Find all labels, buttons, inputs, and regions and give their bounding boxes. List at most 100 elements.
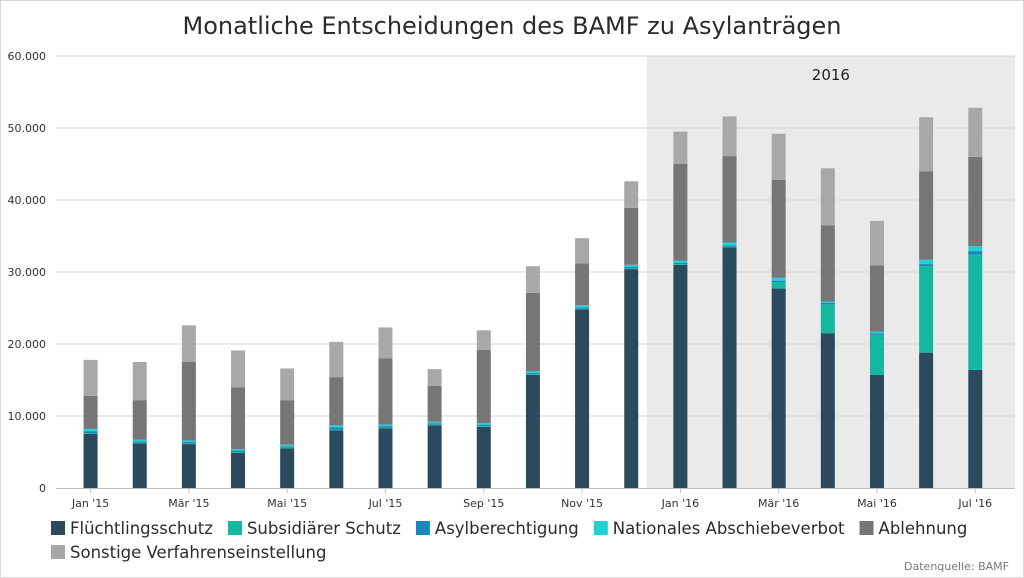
x-tick-label: Jan '16 xyxy=(661,497,699,510)
bar-segment xyxy=(771,282,786,289)
bar-segment xyxy=(624,269,639,488)
bar-segment xyxy=(378,327,393,359)
bar-segment xyxy=(722,245,737,247)
bar-segment xyxy=(869,220,884,266)
bar-segment xyxy=(919,264,934,267)
bar-segment xyxy=(181,444,196,488)
bar-segment xyxy=(476,330,491,350)
bar-segment xyxy=(476,426,491,427)
bar-segment xyxy=(181,362,196,441)
bar-segment xyxy=(476,424,491,427)
bar-segment xyxy=(722,242,737,246)
data-source: Datenquelle: BAMF xyxy=(904,560,1009,573)
bar-stack xyxy=(722,116,737,488)
bar-segment xyxy=(919,266,934,353)
bar-segment xyxy=(378,426,393,428)
bar-segment xyxy=(329,430,344,488)
bar-segment xyxy=(525,292,540,372)
legend-label: Asylberechtigung xyxy=(435,519,579,538)
bar-stack xyxy=(673,131,688,488)
legend: Flüchtlingsschutz Subsidiärer Schutz Asylb… xyxy=(51,519,967,562)
bar-segment xyxy=(83,395,98,429)
bar-segment xyxy=(280,447,295,449)
bar-segment xyxy=(132,442,147,444)
bar-segment xyxy=(525,371,540,373)
bar-segment xyxy=(132,362,147,401)
bar-stack xyxy=(132,362,147,488)
bar-segment xyxy=(919,352,934,488)
bar-segment xyxy=(378,428,393,488)
bar-segment xyxy=(132,443,147,488)
y-tick-label: 60.000 xyxy=(8,50,47,63)
legend-swatch xyxy=(415,521,430,535)
bar-segment xyxy=(329,341,344,378)
bar-segment xyxy=(329,427,344,430)
bar-segment xyxy=(820,304,835,334)
bar-segment xyxy=(83,359,98,396)
bar-segment xyxy=(771,133,786,180)
bar-segment xyxy=(181,325,196,362)
x-tick-label: Mai '15 xyxy=(267,497,307,510)
bar-segment xyxy=(280,444,295,447)
bar-segment xyxy=(820,168,835,226)
bar-segment xyxy=(280,446,295,448)
bar-stack xyxy=(280,368,295,488)
bar-stack xyxy=(771,133,786,488)
bar-segment xyxy=(181,440,196,442)
bar-segment xyxy=(722,246,737,248)
legend-swatch xyxy=(51,521,65,535)
bar-segment xyxy=(280,368,295,401)
bar-segment xyxy=(378,358,393,425)
legend-label: Nationales Abschiebeverbot xyxy=(613,519,845,538)
x-tick-label: Mai '16 xyxy=(857,497,897,510)
bar-stack xyxy=(575,238,590,488)
legend-label: Ablehnung xyxy=(879,519,968,538)
bar-segment xyxy=(427,385,442,422)
bar-stacks xyxy=(83,107,983,488)
x-tick-label: Jul '16 xyxy=(957,497,992,510)
bar-segment xyxy=(427,425,442,488)
bar-segment xyxy=(575,238,590,264)
bar-segment xyxy=(673,264,688,265)
bar-segment xyxy=(575,309,590,488)
bar-segment xyxy=(231,452,246,488)
bar-stack xyxy=(83,359,98,488)
bar-segment xyxy=(280,448,295,488)
bar-stack xyxy=(378,327,393,488)
y-tick-label: 0 xyxy=(39,482,46,495)
bar-segment xyxy=(329,377,344,426)
bar-segment xyxy=(673,264,688,488)
x-tick-label: Mär '16 xyxy=(758,497,799,510)
bar-segment xyxy=(919,117,934,172)
bar-segment xyxy=(575,307,590,309)
bar-stack xyxy=(919,117,934,488)
bar-segment xyxy=(722,116,737,157)
bar-segment xyxy=(624,266,639,269)
bar-segment xyxy=(181,443,196,445)
bar-segment xyxy=(427,421,442,424)
bar-segment xyxy=(575,263,590,306)
bar-segment xyxy=(476,426,491,488)
bar-segment xyxy=(575,305,590,308)
bar-segment xyxy=(968,251,983,255)
bar-segment xyxy=(722,247,737,488)
bar-segment xyxy=(869,334,884,375)
bar-segment xyxy=(132,400,147,440)
bar-segment xyxy=(575,308,590,310)
chart-title: Monatliche Entscheidungen des BAMF zu As… xyxy=(183,12,842,40)
bar-segment xyxy=(820,302,835,305)
y-axis-ticks: 0 10.000 20.000 30.000 40.000 50.000 60.000 xyxy=(8,50,47,495)
highlight-band-label: 2016 xyxy=(812,66,850,84)
bar-segment xyxy=(968,246,983,252)
bar-segment xyxy=(722,156,737,243)
x-tick-label: Nov '15 xyxy=(561,497,603,510)
bar-segment xyxy=(771,280,786,283)
bar-segment xyxy=(525,266,540,293)
legend-label: Flüchtlingsschutz xyxy=(70,519,213,538)
bar-segment xyxy=(673,164,688,261)
bar-segment xyxy=(820,225,835,302)
bar-segment xyxy=(968,107,983,157)
bar-segment xyxy=(919,171,934,260)
legend-swatch xyxy=(859,521,874,535)
